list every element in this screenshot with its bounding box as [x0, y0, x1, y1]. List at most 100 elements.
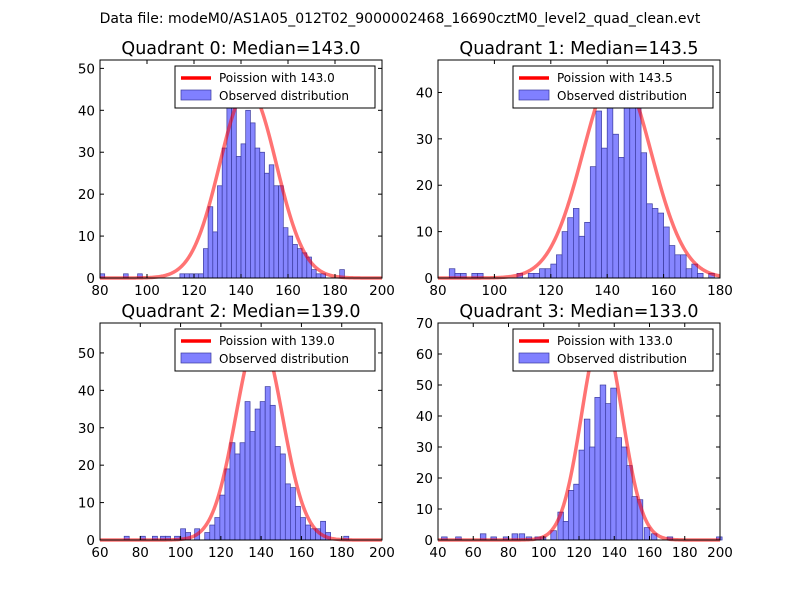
histogram-bar [219, 494, 226, 541]
histogram-bar [240, 143, 247, 279]
x-tick-label: 180 [672, 545, 698, 561]
y-tick-label: 10 [416, 502, 433, 518]
histogram-bar [640, 152, 648, 279]
x-tick-label: 160 [637, 545, 663, 561]
x-tick-label: 120 [181, 283, 207, 299]
legend-box [174, 328, 376, 372]
histogram-bar [573, 208, 580, 279]
histogram-bar [612, 133, 619, 279]
histogram-bar [589, 166, 597, 279]
histogram-bar [595, 110, 602, 279]
histogram-bar [250, 122, 256, 279]
histogram-bar [295, 505, 301, 541]
histogram-bar [674, 254, 681, 279]
histogram-bar [568, 490, 575, 541]
histogram-bar [224, 468, 231, 541]
x-tick-label: 140 [228, 283, 254, 299]
histogram-bar [278, 185, 284, 279]
histogram-bar [249, 431, 256, 541]
x-tick-label: 140 [248, 545, 274, 561]
histogram-bar [594, 397, 601, 541]
histogram-bar [629, 92, 636, 279]
y-tick-label: 70 [416, 316, 433, 332]
histogram-bar [287, 235, 294, 279]
y-tick-label: 50 [416, 378, 433, 394]
histogram-bar [193, 273, 200, 279]
histogram-bar [626, 465, 633, 541]
y-tick-label: 0 [424, 533, 433, 549]
histogram-bar [217, 185, 223, 279]
panel-0: Quadrant 0: Median=143.080 100 120 140 160 18… [78, 39, 395, 299]
x-tick-label: 180 [322, 283, 348, 299]
histogram-bar [646, 203, 653, 279]
legend-box [512, 65, 714, 109]
x-tick-label: 40 [429, 545, 446, 561]
histogram-bar [264, 386, 271, 541]
histogram-bar [311, 269, 317, 279]
y-tick-label: 10 [416, 225, 433, 241]
histogram-bar [229, 442, 236, 541]
panel-title: Quadrant 1: Median=143.5 [459, 39, 698, 59]
x-tick-label: 160 [275, 283, 301, 299]
histogram-bar [235, 156, 242, 279]
histogram-bar [292, 244, 298, 279]
histogram-bar [212, 231, 218, 279]
histogram-bar [697, 273, 704, 279]
histogram-bar [290, 487, 296, 541]
histogram-bar [589, 446, 596, 541]
x-tick-label: 60 [91, 545, 108, 561]
panels: Quadrant 0: Median=143.080 100 120 140 160 18… [78, 39, 733, 561]
y-tick-label: 20 [78, 458, 95, 474]
y-tick-label: 20 [416, 178, 433, 194]
legend-bars-label: Observed distribution [557, 352, 687, 366]
histogram-bar [198, 273, 204, 279]
legend: Poission with 133.0 Observed distribution [512, 328, 714, 372]
x-tick-label: 100 [531, 545, 557, 561]
histogram-bar [259, 401, 266, 541]
histogram-bar [578, 449, 585, 541]
y-tick-label: 0 [86, 271, 95, 287]
histogram-bar [651, 208, 659, 279]
x-tick-label: 80 [132, 545, 149, 561]
histogram-bar [663, 226, 670, 279]
histogram-bar [599, 384, 607, 541]
figure-title: Data file: modeM0/AS1A05_012T02_90000024… [100, 11, 701, 27]
histogram-bar [573, 483, 580, 541]
histogram-bar [620, 446, 628, 541]
x-tick-label: 120 [566, 545, 592, 561]
legend-bars-swatch [518, 352, 550, 364]
y-tick-label: 0 [86, 533, 95, 549]
histogram-bar [188, 273, 195, 279]
histogram-bar [254, 147, 261, 279]
y-tick-label: 10 [78, 496, 95, 512]
histogram-bar [209, 524, 216, 541]
histogram-bar [234, 453, 241, 541]
panel-title: Quadrant 0: Median=143.0 [121, 39, 360, 59]
legend: Poission with 143.5 Observed distribution [512, 65, 714, 109]
y-tick-label: 40 [78, 103, 95, 119]
x-tick-label: 100 [134, 283, 160, 299]
histogram-bar [635, 101, 642, 279]
histogram-bar [268, 164, 275, 279]
histogram-bar [315, 273, 322, 279]
y-tick-label: 40 [416, 409, 433, 425]
histogram-bar [567, 217, 574, 279]
histogram-bar [297, 248, 303, 279]
y-tick-label: 10 [78, 229, 95, 245]
histogram-bar [273, 185, 279, 279]
histogram-bar [254, 408, 261, 541]
x-tick-label: 160 [651, 283, 677, 299]
histogram-bar [282, 227, 289, 279]
histogram-bar [204, 532, 211, 541]
x-tick-label: 80 [500, 545, 517, 561]
x-tick-label: 80 [91, 283, 108, 299]
histogram-bar [550, 263, 557, 279]
x-tick-label: 200 [369, 283, 395, 299]
x-tick-label: 100 [482, 283, 508, 299]
legend-curve-label: Poission with 133.0 [557, 334, 673, 348]
histogram-bar [606, 101, 614, 279]
histogram-bar [527, 273, 535, 279]
y-tick-label: 30 [416, 440, 433, 456]
y-tick-label: 30 [78, 421, 95, 437]
histogram-bar [562, 521, 570, 541]
